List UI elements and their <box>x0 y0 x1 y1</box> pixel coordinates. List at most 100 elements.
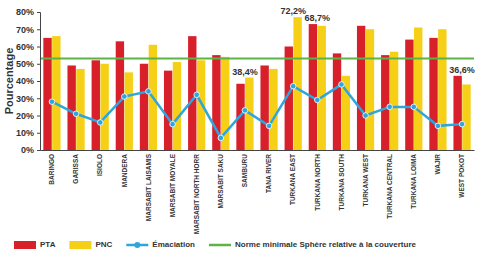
tick: BARINGO <box>48 150 55 185</box>
tick-label: TANA RIVER <box>265 154 272 193</box>
bar <box>414 28 422 150</box>
tick: TANA RIVER <box>265 150 272 193</box>
bar-series <box>43 24 462 150</box>
tick-label: 50% <box>16 59 34 69</box>
chart: 0%10%20%30%40%50%60%70%80%BARINGOGARISSA… <box>0 0 480 255</box>
legend-swatch <box>209 244 231 247</box>
annotation: 68,7% <box>305 13 331 23</box>
bar <box>260 65 268 150</box>
marker <box>435 123 441 129</box>
tick: MANDERA <box>121 150 128 187</box>
tick-label: 20% <box>16 111 34 121</box>
tick: 30% <box>16 94 40 104</box>
annotation: 36,6% <box>449 65 475 75</box>
plot: 0%10%20%30%40%50%60%70%80%BARINGOGARISSA… <box>16 6 475 234</box>
legend-item: Norme minimale Sphère relative à la couv… <box>209 240 417 249</box>
tick: MARSABIT MOYALE <box>169 150 176 217</box>
tick-label: TURKANA SOUTH <box>338 154 345 211</box>
marks <box>40 17 474 150</box>
tick-label: TURKANA NORTH <box>314 154 321 211</box>
line <box>52 84 462 137</box>
legend-item: PNC <box>69 240 112 249</box>
y-axis: 0%10%20%30%40%50%60%70%80% <box>16 7 41 155</box>
bar <box>429 38 437 150</box>
tick-label: 10% <box>16 128 34 138</box>
tick-mark <box>37 29 40 30</box>
bar-series <box>52 17 471 150</box>
legend: PTAPNCÉmaciationNorme minimale Sphère re… <box>14 240 417 249</box>
tick-label: MARSABIT LAISAMIS <box>145 153 152 221</box>
marker <box>194 92 200 98</box>
marker <box>363 113 369 119</box>
tick-label: WAJIR <box>434 154 441 175</box>
bar <box>462 84 470 150</box>
legend-swatch <box>69 241 91 249</box>
legend-item: PTA <box>14 240 56 249</box>
line <box>40 58 474 60</box>
tick: GARISSA <box>72 150 79 184</box>
bar <box>76 69 84 150</box>
tick-label: 80% <box>16 7 34 17</box>
tick: TURKANA EAST <box>289 150 296 205</box>
tick: TURKANA WEST <box>362 150 369 206</box>
annotation: 72,2% <box>280 6 306 16</box>
marker <box>97 120 103 126</box>
tick-mark <box>37 98 40 99</box>
tick-mark <box>37 12 40 13</box>
tick-mark <box>37 81 40 82</box>
bar <box>357 26 365 150</box>
tick-label: 60% <box>16 42 34 52</box>
tick-mark <box>37 133 40 134</box>
tick-mark <box>37 47 40 48</box>
tick-label: GARISSA <box>72 154 79 184</box>
marker <box>339 82 345 88</box>
marker <box>266 123 272 129</box>
tick: 80% <box>16 7 40 17</box>
marker <box>290 83 296 89</box>
tick-label: ISIOLO <box>96 154 103 176</box>
tick-label: SAMBURU <box>241 154 248 188</box>
legend-label: PTA <box>40 240 56 249</box>
marker <box>387 104 393 110</box>
tick-label: 70% <box>16 25 34 35</box>
tick-mark <box>37 150 40 151</box>
tick: SAMBURU <box>241 150 248 187</box>
tick: TURKANA LOIMA <box>410 150 417 209</box>
x-axis: BARINGO GARISSA ISIOLO MANDERA MARSABIT LAIS… <box>41 150 475 234</box>
legend-marker <box>134 242 140 248</box>
bar <box>100 64 108 150</box>
marker <box>411 104 417 110</box>
tick: 70% <box>16 25 40 35</box>
bar <box>318 26 326 150</box>
bar <box>438 29 446 150</box>
markers <box>49 82 465 141</box>
tick: TURKANA CENTRAL <box>386 150 393 219</box>
tick: 50% <box>16 59 40 69</box>
bar <box>390 52 398 150</box>
tick-label: TURKANA WEST <box>362 154 369 207</box>
bar <box>405 40 413 150</box>
bar <box>140 64 148 150</box>
tick-label: TURKANA CENTRAL <box>386 154 393 219</box>
marker <box>218 135 224 141</box>
tick-label: MARSABIT NORTH HORR <box>193 154 200 234</box>
tick-label: BARINGO <box>48 154 55 185</box>
marker <box>49 99 55 105</box>
tick: 60% <box>16 42 40 52</box>
marker <box>315 97 321 103</box>
bar <box>43 38 51 150</box>
tick: MARSABIT NORTH HORR <box>193 150 200 234</box>
axis-line <box>41 150 475 151</box>
bar <box>67 65 75 150</box>
tick: MARSABIT LAISAMIS <box>145 150 152 221</box>
legend-swatch <box>14 241 36 249</box>
bar <box>381 55 389 150</box>
bar <box>309 24 317 150</box>
marker <box>242 108 248 114</box>
bar <box>333 53 341 150</box>
tick: 10% <box>16 128 40 138</box>
tick-mark <box>37 64 40 65</box>
bar <box>269 69 277 150</box>
bar <box>366 29 374 150</box>
legend-label: PNC <box>95 240 112 249</box>
